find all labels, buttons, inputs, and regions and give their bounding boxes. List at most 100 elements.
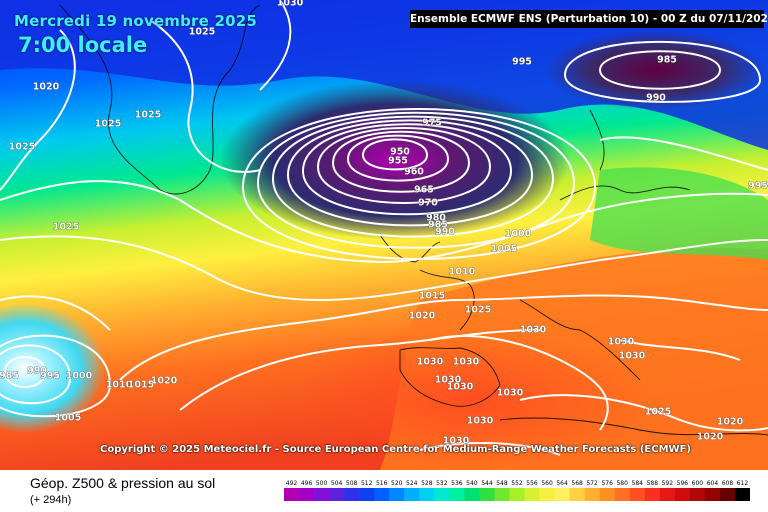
isobar-label: 1010 (449, 267, 476, 278)
scale-swatch (659, 488, 676, 501)
legend-title: Géop. Z500 & pression au sol (30, 475, 216, 491)
isobar-line (361, 138, 429, 171)
isobar-label: 995 (512, 57, 532, 68)
scale-swatch (719, 488, 736, 501)
scale-tick-label: 552 (511, 480, 523, 487)
isobar-line (563, 40, 762, 103)
scale-swatch (524, 488, 540, 501)
scale-swatch (329, 488, 345, 501)
scale-swatch (314, 488, 330, 501)
scale-swatch (299, 488, 315, 501)
isobar-line (598, 50, 722, 90)
color-scale: 492 496 500 504 508 512 516 520 524 528 532 536 540 5… (284, 480, 750, 501)
isobar-label: 990 (27, 366, 47, 377)
isobar-line (419, 442, 561, 456)
scale-tick-label: 532 (436, 480, 448, 487)
isobar-line (0, 180, 768, 264)
scale-swatch (674, 488, 691, 501)
isobar-line (619, 339, 741, 361)
scale-swatch (344, 488, 360, 501)
scale-tick-label: 500 (316, 480, 328, 487)
isobar-line (271, 115, 555, 238)
isobar-label: 1005 (491, 244, 517, 255)
scale-tick-label: 588 (647, 480, 659, 487)
isobar-label: 1005 (55, 413, 81, 424)
isobar-label: 995 (748, 181, 768, 192)
scale-swatch (509, 488, 525, 501)
scale-swatch (284, 488, 300, 501)
isobar-label: 1020 (697, 432, 724, 443)
isobar-label: 1030 (520, 325, 547, 336)
scale-swatch (734, 488, 750, 501)
isobar-line (179, 329, 541, 411)
isobar-line (259, 0, 292, 91)
isobar-label: 990 (435, 227, 455, 238)
isobar-line (241, 108, 597, 260)
isobar-label: 1030 (277, 0, 304, 9)
isobar-label: 1030 (447, 382, 474, 393)
forecast-time: 7:00 locale (18, 33, 148, 57)
isobar-label: 985 (657, 55, 677, 66)
scale-swatch (554, 488, 570, 501)
isobar-line (3, 356, 47, 388)
scale-tick-label: 592 (662, 480, 674, 487)
copyright-text: Copyright © 2025 Meteociel.fr - Source E… (100, 444, 691, 455)
isobar-label: 1020 (151, 376, 178, 387)
scale-tick-label: 572 (586, 480, 598, 487)
scale-tick-label: 516 (376, 480, 388, 487)
isobar-label: 970 (418, 198, 438, 209)
isobar-label: 1025 (645, 407, 671, 418)
isobar-line (119, 294, 768, 381)
scale-tick-label: 564 (556, 480, 568, 487)
legend-subtitle: (+ 294h) (30, 494, 72, 506)
isobar-line (301, 123, 513, 216)
scale-tick-label: 540 (466, 480, 478, 487)
isobar-line (0, 235, 768, 301)
isobar-line (0, 334, 112, 418)
isobar-label: 955 (388, 156, 408, 167)
model-info: Ensemble ECMWF ENS (Perturbation 10) - 0… (410, 10, 768, 28)
scale-tick-label: 548 (496, 480, 508, 487)
scale-tick-label: 508 (346, 480, 358, 487)
isobar-label: 1030 (435, 375, 462, 386)
isobar-line (316, 127, 492, 204)
scale-tick-label: 496 (301, 480, 313, 487)
scale-tick-label: 600 (692, 480, 704, 487)
scale-swatch (464, 488, 480, 501)
scale-swatch (539, 488, 555, 501)
scale-swatch (644, 488, 661, 501)
scale-swatch (689, 488, 706, 501)
isobar-label: 1025 (135, 110, 161, 121)
scale-swatch (434, 488, 450, 501)
isobar-lines (0, 0, 768, 455)
isobar-line (331, 130, 471, 193)
isobar-label: 1015 (128, 380, 154, 391)
scale-swatch (704, 488, 721, 501)
scale-swatch (389, 488, 405, 501)
isobar-label: 990 (646, 93, 666, 104)
isobar-label: 985 (0, 371, 19, 382)
isobar-line (256, 111, 576, 249)
isobar-label: 1020 (33, 82, 60, 93)
scale-tick-label: 556 (526, 480, 538, 487)
scale-tick-label: 604 (707, 480, 719, 487)
legend-panel: Géop. Z500 & pression au sol (+ 294h) 49… (0, 470, 768, 512)
isobar-label: 995 (40, 371, 60, 382)
scale-tick-label: 528 (421, 480, 433, 487)
isobar-label: 965 (414, 185, 434, 196)
scale-tick-label: 596 (677, 480, 689, 487)
scale-tick-label: 576 (601, 480, 613, 487)
isobar-line (0, 295, 111, 331)
isobar-label: 1030 (417, 357, 444, 368)
scale-swatch (374, 488, 390, 501)
isobar-label: 975 (422, 118, 442, 129)
scale-swatch (494, 488, 510, 501)
forecast-date: Mercredi 19 novembre 2025 (14, 12, 258, 30)
isobar-line (0, 344, 72, 405)
scale-tick-label: 536 (451, 480, 463, 487)
scale-swatch (614, 488, 631, 501)
scale-swatch (599, 488, 616, 501)
isobar-line (519, 394, 768, 432)
scale-swatch (404, 488, 420, 501)
